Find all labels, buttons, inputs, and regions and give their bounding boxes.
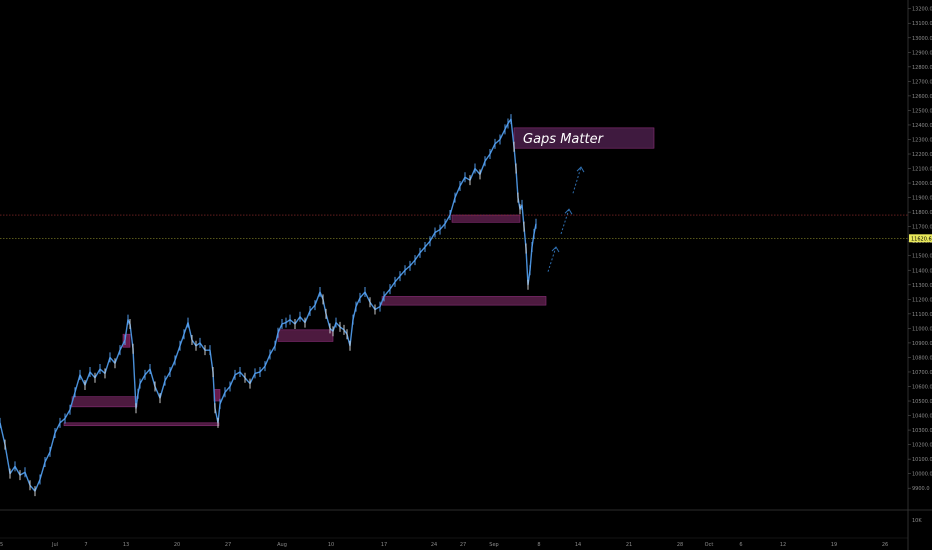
time-axis[interactable]: 25 Jul 7 13 20 27 Aug 10 17 24 27 Sep 8 14 21 28 Oct 6 12 1…: [0, 537, 908, 548]
y-tick-label: 12400.0: [912, 123, 932, 129]
y-tick-label: 10500.0: [912, 399, 932, 405]
y-tick-label: 11300.0: [912, 283, 932, 289]
x-tick-label: 27: [225, 542, 231, 548]
y-tick-label: 12300.0: [912, 137, 932, 143]
x-tick-label: 21: [626, 542, 632, 548]
volume-axis-label: 10K: [912, 518, 922, 524]
x-tick-label: 10: [328, 542, 334, 548]
x-tick-label: 12: [780, 542, 786, 548]
x-tick-label: 28: [677, 542, 683, 548]
zone-4: [277, 329, 334, 342]
x-tick-label: Sep: [489, 542, 498, 548]
y-tick-label: 10800.0: [912, 355, 932, 361]
y-tick-label: 10300.0: [912, 428, 932, 434]
x-tick-label: Oct: [705, 542, 714, 548]
zone-5: [381, 296, 547, 306]
y-tick-label: 12700.0: [912, 79, 932, 85]
y-tick-label: 10200.0: [912, 443, 932, 449]
x-tick-label: 8: [537, 542, 540, 548]
projection-arrow-1: [560, 208, 573, 235]
arrow-head: [576, 166, 585, 173]
x-tick-label: Jul: [51, 542, 58, 548]
y-tick-label: 11500.0: [912, 254, 932, 260]
y-tick-label: 13200.0: [912, 7, 932, 13]
y-tick-label: 11000.0: [912, 326, 932, 332]
y-tick-label: 11800.0: [912, 210, 932, 216]
zone-6: [451, 214, 521, 223]
y-tick-label: 10900.0: [912, 341, 932, 347]
y-tick-label: 10000.0: [912, 472, 932, 478]
x-tick-label: Aug: [277, 542, 287, 548]
annotation-label: Gaps Matter: [523, 132, 605, 147]
x-tick-label: 17: [381, 542, 387, 548]
y-tick-label: 10100.0: [912, 457, 932, 463]
zone-0: [71, 396, 138, 408]
y-tick-label: 13000.0: [912, 36, 932, 42]
y-tick-label: 9900.0: [912, 486, 930, 492]
x-tick-label: 25: [0, 542, 3, 548]
y-tick-label: 12100.0: [912, 167, 932, 173]
x-tick-label: 6: [739, 542, 742, 548]
x-tick-label: 13: [123, 542, 129, 548]
y-tick-label: 12600.0: [912, 94, 932, 100]
price-axis[interactable]: 9900.0 10000.0 10100.0 10200.0 10300.0 10400.…: [907, 0, 932, 550]
arrow-shaft: [572, 166, 582, 194]
y-tick-label: 10600.0: [912, 384, 932, 390]
price-series-layer: [0, 114, 537, 497]
y-tick-label: 11100.0: [912, 312, 932, 318]
y-tick-label: 11700.0: [912, 225, 932, 231]
last-price-tag[interactable]: [909, 234, 932, 243]
projection-arrow-0: [547, 246, 560, 272]
y-tick-label: 12800.0: [912, 65, 932, 71]
projection-arrow-2: [572, 166, 585, 194]
y-tick-label: 12500.0: [912, 108, 932, 114]
zone-7: [513, 127, 655, 149]
y-tick-label: 11400.0: [912, 268, 932, 274]
x-tick-label: 27: [460, 542, 466, 548]
y-tick-label: 12000.0: [912, 181, 932, 187]
arrow-head: [551, 246, 560, 253]
x-tick-label: 19: [831, 542, 837, 548]
y-tick-label: 10400.0: [912, 414, 932, 420]
x-tick-label: 26: [882, 542, 888, 548]
zone-1: [63, 422, 220, 427]
arrow-shaft: [560, 209, 570, 235]
y-tick-label: 11900.0: [912, 196, 932, 202]
x-tick-label: 7: [84, 542, 87, 548]
y-tick-label: 12200.0: [912, 152, 932, 158]
x-tick-label: 24: [431, 542, 437, 548]
arrows-layer: [547, 166, 585, 272]
arrow-shaft: [547, 246, 557, 272]
horizontal-lines-layer: [0, 214, 932, 511]
y-tick-label: 10700.0: [912, 370, 932, 376]
last-price-label: 11620.6: [911, 236, 932, 242]
x-tick-label: 14: [575, 542, 581, 548]
x-tick-label: 20: [174, 542, 180, 548]
y-tick-label: 12900.0: [912, 50, 932, 56]
arrow-head: [564, 208, 573, 215]
zones-layer: Gaps Matter: [63, 127, 655, 427]
y-tick-label: 11200.0: [912, 297, 932, 303]
y-tick-label: 13100.0: [912, 21, 932, 27]
